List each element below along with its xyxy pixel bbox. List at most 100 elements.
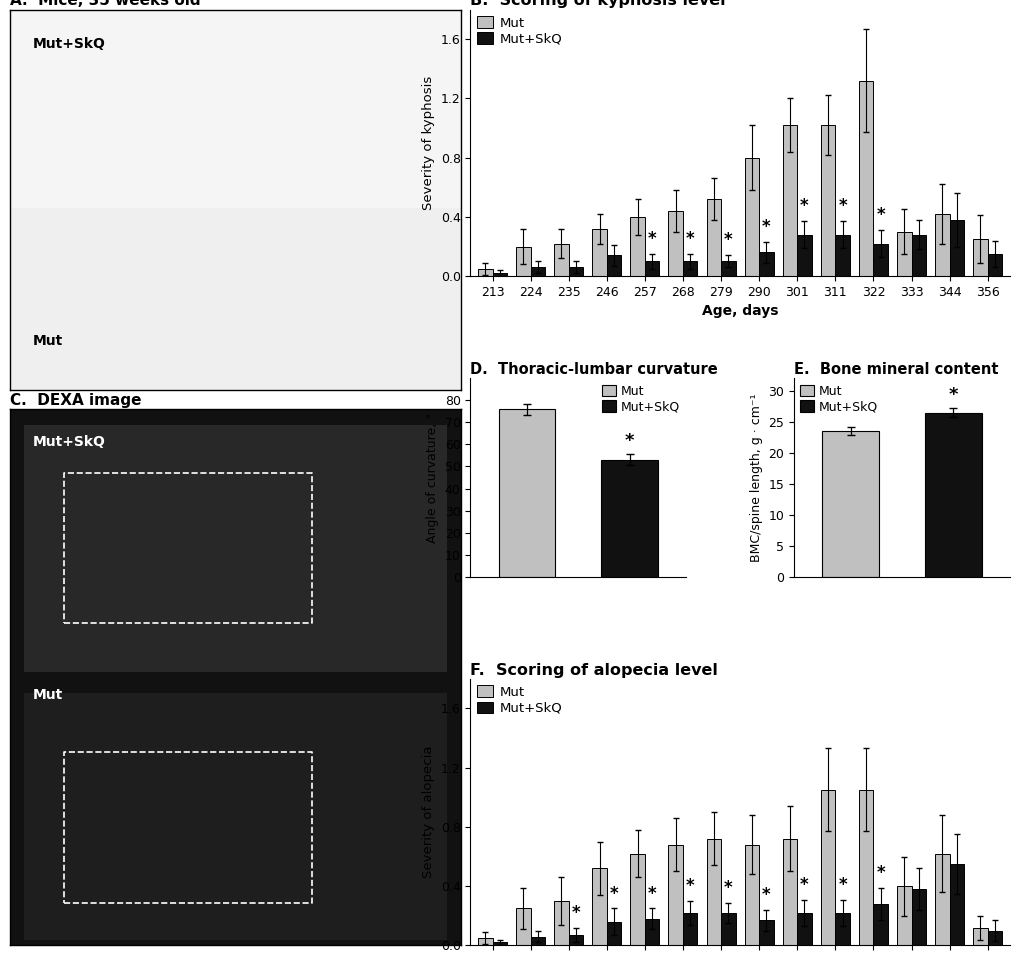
Bar bbox=[896, 232, 911, 276]
Text: *: * bbox=[625, 433, 634, 451]
Legend: Mut, Mut+SkQ: Mut, Mut+SkQ bbox=[800, 385, 877, 414]
Bar bbox=[911, 889, 925, 945]
Bar bbox=[492, 273, 506, 276]
Bar bbox=[492, 943, 506, 945]
Bar bbox=[592, 868, 606, 945]
Text: E.  Bone mineral content: E. Bone mineral content bbox=[793, 362, 998, 377]
Text: *: * bbox=[838, 876, 846, 894]
Bar bbox=[949, 864, 963, 945]
Y-axis label: Severity of alopecia: Severity of alopecia bbox=[422, 746, 435, 879]
Text: *: * bbox=[723, 879, 732, 897]
Bar bbox=[644, 919, 658, 945]
Text: C.  DEXA image: C. DEXA image bbox=[10, 393, 142, 408]
Text: *: * bbox=[761, 886, 770, 904]
Bar bbox=[630, 217, 644, 276]
Text: *: * bbox=[571, 903, 580, 922]
Bar bbox=[683, 913, 697, 945]
Y-axis label: Angle of curvature, °: Angle of curvature, ° bbox=[426, 413, 439, 542]
Bar bbox=[516, 246, 530, 276]
Bar bbox=[744, 845, 758, 945]
Bar bbox=[872, 244, 887, 276]
Bar bbox=[835, 235, 849, 276]
Bar bbox=[835, 913, 849, 945]
Bar bbox=[934, 214, 949, 276]
Bar bbox=[530, 267, 544, 276]
Text: F.  Scoring of alopecia level: F. Scoring of alopecia level bbox=[470, 663, 717, 678]
Bar bbox=[667, 211, 683, 276]
Bar bbox=[911, 235, 925, 276]
Bar bbox=[667, 845, 683, 945]
Bar bbox=[498, 410, 554, 577]
Y-axis label: Severity of kyphosis: Severity of kyphosis bbox=[422, 75, 435, 210]
Bar bbox=[478, 938, 492, 945]
Bar bbox=[972, 239, 986, 276]
Bar bbox=[23, 425, 446, 671]
Bar bbox=[23, 693, 446, 940]
Text: *: * bbox=[685, 230, 694, 248]
Text: Mut: Mut bbox=[33, 688, 63, 702]
Text: *: * bbox=[875, 206, 884, 224]
Text: *: * bbox=[723, 231, 732, 249]
Text: *: * bbox=[875, 863, 884, 881]
Bar bbox=[797, 913, 811, 945]
X-axis label: Age, days: Age, days bbox=[701, 305, 777, 318]
Text: *: * bbox=[647, 884, 656, 902]
Bar bbox=[986, 254, 1002, 276]
Text: *: * bbox=[761, 218, 770, 236]
Bar bbox=[782, 838, 797, 945]
Bar bbox=[516, 908, 530, 945]
Text: Mut: Mut bbox=[33, 333, 63, 348]
Y-axis label: BMC/spine length, g · cm⁻¹: BMC/spine length, g · cm⁻¹ bbox=[749, 393, 762, 562]
Bar bbox=[592, 229, 606, 276]
Bar bbox=[858, 80, 872, 276]
Bar bbox=[934, 854, 949, 945]
Bar bbox=[797, 235, 811, 276]
Bar bbox=[821, 431, 878, 577]
Bar bbox=[606, 255, 621, 276]
Bar bbox=[758, 921, 772, 945]
Text: *: * bbox=[799, 198, 808, 216]
Text: B.  Scoring of kyphosis level: B. Scoring of kyphosis level bbox=[470, 0, 726, 9]
Bar bbox=[644, 262, 658, 276]
Bar bbox=[872, 904, 887, 945]
Bar bbox=[683, 262, 697, 276]
Legend: Mut, Mut+SkQ: Mut, Mut+SkQ bbox=[477, 16, 561, 46]
Bar bbox=[553, 244, 569, 276]
Bar bbox=[720, 913, 735, 945]
Bar bbox=[972, 927, 986, 945]
Text: *: * bbox=[799, 876, 808, 894]
Bar bbox=[706, 838, 720, 945]
Bar bbox=[924, 413, 980, 577]
Bar bbox=[606, 922, 621, 945]
Text: *: * bbox=[948, 387, 957, 405]
Bar bbox=[782, 125, 797, 276]
Legend: Mut, Mut+SkQ: Mut, Mut+SkQ bbox=[477, 686, 561, 715]
Bar bbox=[478, 268, 492, 276]
Bar bbox=[820, 125, 835, 276]
Bar bbox=[601, 460, 657, 577]
Bar bbox=[720, 262, 735, 276]
Bar bbox=[569, 935, 583, 945]
Text: D.  Thoracic-lumbar curvature: D. Thoracic-lumbar curvature bbox=[470, 362, 717, 377]
Bar bbox=[820, 790, 835, 945]
Text: *: * bbox=[647, 230, 656, 248]
Bar bbox=[949, 220, 963, 276]
Bar bbox=[530, 937, 544, 945]
Bar bbox=[758, 252, 772, 276]
Bar bbox=[10, 207, 460, 391]
Bar bbox=[896, 886, 911, 945]
Bar bbox=[744, 158, 758, 276]
Bar bbox=[10, 10, 460, 207]
Bar bbox=[858, 790, 872, 945]
Bar bbox=[986, 930, 1002, 945]
Text: *: * bbox=[685, 877, 694, 895]
Text: Mut+SkQ: Mut+SkQ bbox=[33, 435, 106, 449]
Text: A.  Mice, 35 weeks old: A. Mice, 35 weeks old bbox=[10, 0, 201, 9]
Text: Mut+SkQ: Mut+SkQ bbox=[33, 36, 106, 51]
Bar bbox=[553, 901, 569, 945]
Bar bbox=[569, 267, 583, 276]
Bar bbox=[630, 854, 644, 945]
Legend: Mut, Mut+SkQ: Mut, Mut+SkQ bbox=[601, 385, 680, 414]
Bar bbox=[706, 199, 720, 276]
Text: *: * bbox=[838, 198, 846, 216]
